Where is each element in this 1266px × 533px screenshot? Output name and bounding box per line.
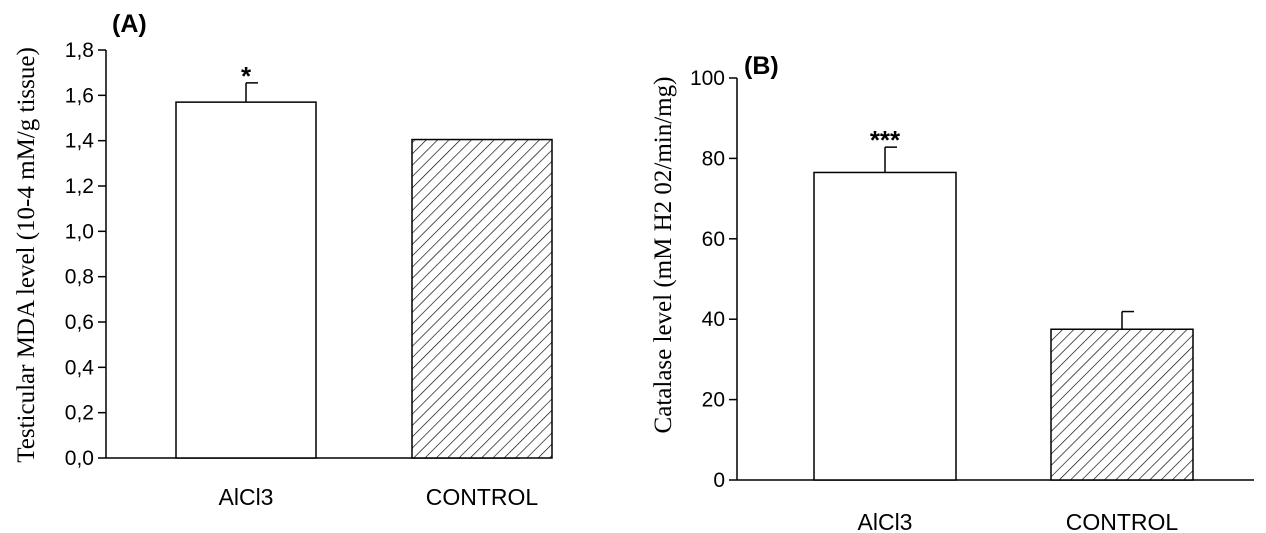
y-tick-label: 0,4 <box>65 356 95 379</box>
chart-b: (B) Catalase level (mM H2 02/min/mg) 0 20… <box>650 52 1254 533</box>
y-tick-label: 40 <box>702 308 725 331</box>
y-tick-label: 1,4 <box>65 130 95 153</box>
significance-marker: *** <box>870 125 901 155</box>
significance-marker: * <box>241 61 252 91</box>
panel-label-a: (A) <box>112 10 147 38</box>
y-tick-label: 0,6 <box>65 311 94 334</box>
bar-alcl3 <box>813 171 957 481</box>
y-axis-label-a: Testicular MDA level (10-4 mM/g tissue) <box>13 47 40 463</box>
y-axis-label-b: Catalase level (mM H2 02/min/mg) <box>650 77 677 434</box>
y-tick-label: 1,0 <box>65 220 94 243</box>
y-tick-label: 0 <box>713 469 725 492</box>
y-tick-label: 0,8 <box>65 266 94 289</box>
y-tick-label: 0,0 <box>65 447 94 470</box>
bar-control <box>1050 328 1194 481</box>
bar-alcl3 <box>175 101 317 459</box>
y-tick-label: 0,2 <box>65 402 94 425</box>
y-tick-label: 60 <box>702 228 725 251</box>
x-tick-label: CONTROL <box>426 484 539 510</box>
y-tick-label: 80 <box>702 147 725 170</box>
x-tick-label: AlCl3 <box>858 509 913 533</box>
panel-label-b: (B) <box>744 52 779 80</box>
y-tick-label: 20 <box>702 389 725 412</box>
y-tick-label: 100 <box>690 67 725 90</box>
chart-a: (A) Testicular MDA level (10-4 mM/g tiss… <box>13 10 553 510</box>
bar-control <box>411 138 553 459</box>
x-tick-label: CONTROL <box>1066 509 1179 533</box>
x-tick-label: AlCl3 <box>219 484 274 510</box>
y-tick-label: 1,6 <box>65 84 94 107</box>
y-tick-label: 1,2 <box>65 175 94 198</box>
y-tick-label: 1,8 <box>65 39 94 62</box>
